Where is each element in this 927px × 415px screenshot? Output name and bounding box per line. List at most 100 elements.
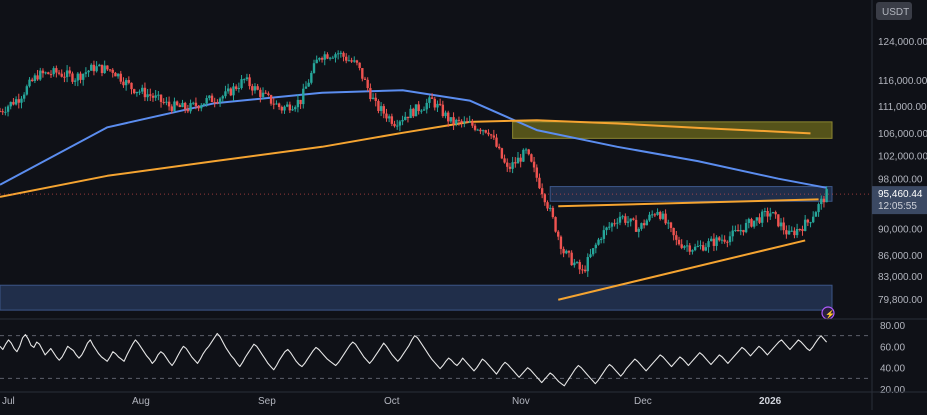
candle-body [146, 94, 149, 98]
time-axis-label-6: 2026 [759, 396, 782, 407]
candle-body [401, 119, 404, 122]
candle-body [336, 53, 340, 55]
candle-body [31, 79, 34, 81]
candle-body [530, 154, 533, 162]
candle-body [261, 92, 265, 97]
candle-body [570, 252, 573, 266]
candle-body [573, 262, 576, 266]
candle-body [798, 229, 801, 231]
candle-body [787, 230, 791, 235]
candle-body [562, 248, 565, 254]
candle-body [135, 91, 139, 94]
candle-body [138, 91, 141, 93]
candle-body [825, 189, 828, 203]
candle-body [626, 221, 630, 223]
candle-body [60, 73, 63, 77]
candle-body [87, 70, 90, 73]
candle-body [736, 230, 740, 232]
candle-body [430, 97, 434, 99]
candle-body [438, 103, 442, 105]
candle-body [320, 58, 324, 60]
price-tick-label: 106,000.00 [878, 129, 927, 140]
candle-body [267, 93, 270, 96]
candle-body [157, 94, 160, 96]
candle-body [734, 230, 737, 232]
candle-body [49, 74, 53, 76]
candle-body [417, 104, 420, 111]
currency-label: USDT [882, 7, 909, 18]
candle-body [371, 97, 375, 100]
candle-body [232, 86, 235, 96]
candle-body [629, 218, 632, 222]
candle-body [664, 213, 667, 224]
lightning-glyph: ⚡ [825, 309, 835, 319]
candle-body [463, 121, 466, 123]
candle-body [449, 117, 453, 122]
candle-body [100, 64, 104, 74]
candle-body [108, 69, 112, 71]
candle-body [610, 223, 614, 227]
candle-body [345, 56, 348, 61]
candle-body [457, 119, 461, 121]
candle-body [500, 148, 504, 159]
candle-body [589, 254, 592, 258]
candle-body [701, 245, 705, 251]
countdown-label: 12:05:55 [878, 201, 917, 212]
candle-body [605, 227, 608, 231]
candle-body [79, 73, 82, 80]
price-tick-label: 116,000.00 [878, 76, 927, 87]
candle-body [487, 132, 490, 135]
candle-body [339, 52, 343, 54]
candle-body [218, 98, 222, 103]
candle-body [170, 106, 173, 111]
price-tick-label: 124,000.00 [878, 37, 927, 48]
candle-body [492, 135, 496, 138]
candle-body [771, 212, 775, 214]
candle-body [495, 137, 498, 147]
candle-body [243, 79, 246, 81]
candle-body [347, 60, 351, 62]
candle-body [92, 64, 96, 72]
candle-body [801, 229, 804, 231]
candle-body [398, 121, 402, 126]
candle-body [181, 102, 184, 108]
candle-body [358, 62, 361, 69]
candle-body [575, 262, 579, 264]
candle-body [393, 123, 396, 127]
time-axis-label-5: Dec [634, 396, 652, 407]
candle-body [379, 106, 383, 111]
candle-body [208, 95, 211, 99]
candle-body [328, 57, 332, 59]
candle-body [688, 245, 691, 252]
time-axis-label-1: Aug [132, 396, 150, 407]
candle-body [44, 72, 47, 74]
candle-body [481, 130, 485, 132]
candle-body [522, 149, 525, 162]
candle-body [406, 116, 410, 119]
candle-body [693, 246, 697, 251]
candle-body [251, 86, 254, 91]
candle-body [650, 214, 654, 216]
candle-body [396, 125, 399, 127]
candle-body [299, 99, 302, 105]
candle-body [685, 245, 689, 247]
candle-body [387, 116, 391, 119]
candle-body [581, 269, 584, 271]
candle-body [369, 88, 372, 100]
moving-average-fast [0, 89, 827, 189]
candle-body [385, 113, 388, 119]
candle-body [229, 88, 233, 96]
candle-body [154, 95, 157, 98]
candle-body [17, 99, 20, 103]
candle-body [350, 60, 353, 62]
candle-body [224, 91, 227, 97]
candle-body [551, 207, 555, 218]
candle-body [669, 222, 673, 228]
time-axis-label-2: Sep [258, 396, 276, 407]
price-tick-label: 86,000.00 [878, 251, 923, 262]
price-tick-label: 90,000.00 [878, 225, 923, 236]
candle-body [162, 101, 165, 103]
candle-body [675, 235, 678, 240]
